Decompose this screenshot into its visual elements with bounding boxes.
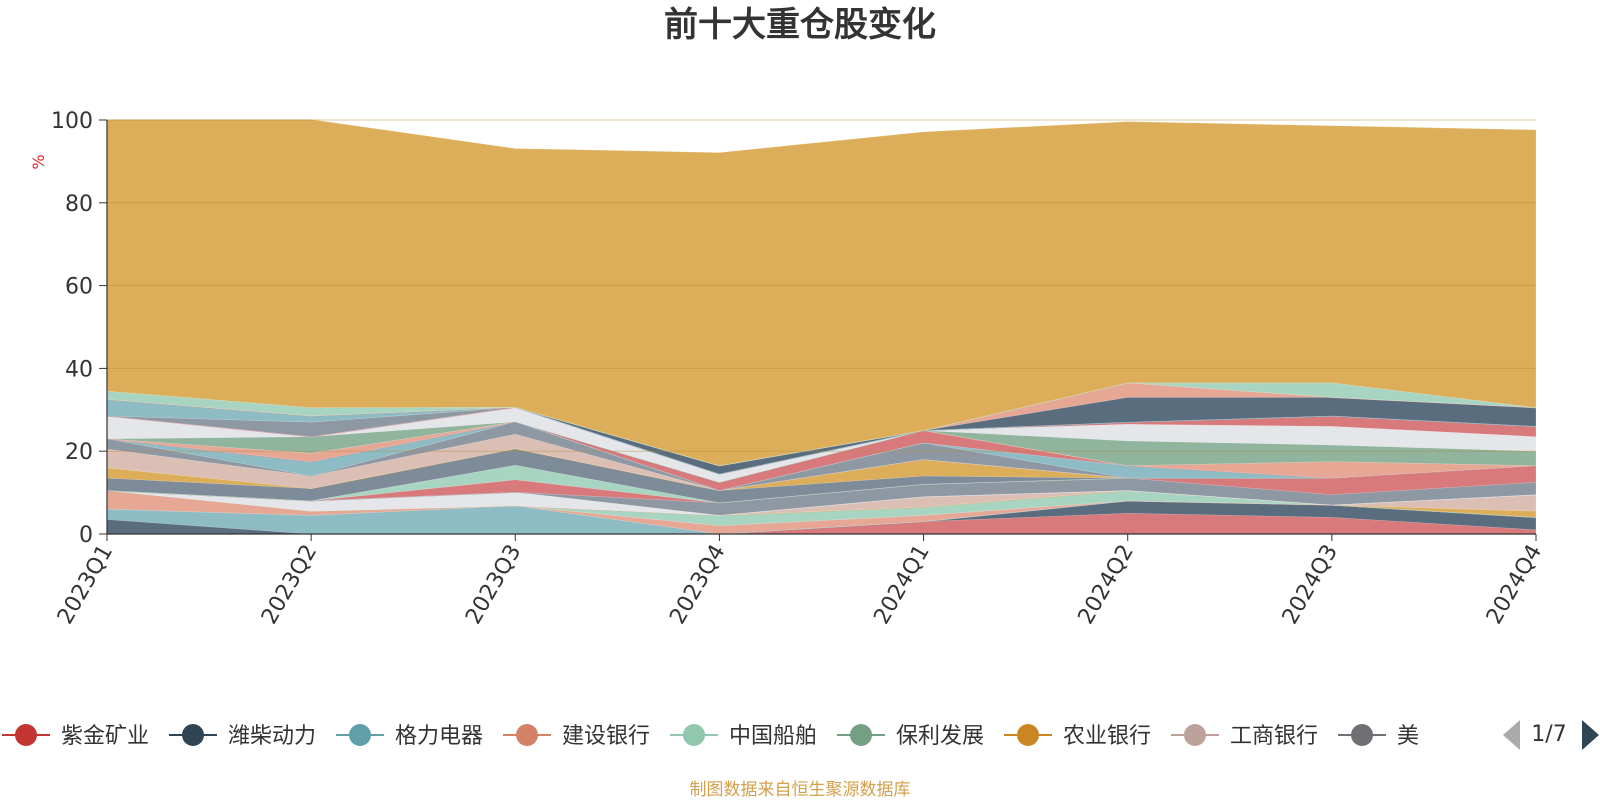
legend-marker-icon xyxy=(1017,724,1039,746)
legend-item[interactable]: 中国船舶 xyxy=(670,724,817,749)
legend-item-label: 格力电器 xyxy=(395,724,483,749)
legend-marker-icon xyxy=(15,724,37,746)
legend-prev-page-icon[interactable] xyxy=(1503,720,1520,750)
y-axis-unit-label: % xyxy=(29,154,48,169)
data-source-note: 制图数据来自恒生聚源数据库 xyxy=(690,780,911,800)
legend-marker-icon xyxy=(516,724,538,746)
legend-marker-icon xyxy=(683,724,705,746)
x-tick-label: 2023Q4 xyxy=(665,541,730,629)
legend-item-label: 工商银行 xyxy=(1230,724,1318,749)
legend-item[interactable]: 紫金矿业 xyxy=(2,724,149,749)
legend-items: 紫金矿业 潍柴动力 格力电器 建设银行 中国船舶 保利发展 农业银行 工商银行 美 xyxy=(2,724,1419,749)
x-tick-label: 2023Q3 xyxy=(461,541,526,629)
legend-item[interactable]: 工商银行 xyxy=(1171,724,1318,749)
legend-item-label: 保利发展 xyxy=(896,724,984,749)
x-tick-label: 2024Q4 xyxy=(1482,541,1547,629)
legend-marker-icon xyxy=(1184,724,1206,746)
y-tick-label: 0 xyxy=(79,523,93,548)
areas-layer xyxy=(106,119,1537,535)
legend-marker-icon xyxy=(349,724,371,746)
legend-item-label: 紫金矿业 xyxy=(61,724,149,749)
y-tick-label: 20 xyxy=(65,440,93,465)
x-tick-label: 2024Q2 xyxy=(1074,541,1139,629)
legend-item[interactable]: 格力电器 xyxy=(336,724,483,749)
legend-item-label: 农业银行 xyxy=(1063,724,1151,749)
legend-marker-icon xyxy=(182,724,204,746)
x-tick-label: 2023Q1 xyxy=(53,541,118,629)
x-tick-label: 2024Q1 xyxy=(869,541,934,629)
legend-item[interactable]: 建设银行 xyxy=(503,724,650,749)
legend-pager: 1/7 xyxy=(1503,720,1599,750)
legend-item-label: 建设银行 xyxy=(562,724,650,749)
y-tick-label: 40 xyxy=(65,357,93,382)
legend-page-indicator: 1/7 xyxy=(1531,722,1566,747)
legend-item-label: 潍柴动力 xyxy=(228,724,316,749)
chart-title: 前十大重仓股变化 xyxy=(664,5,936,45)
x-tick-label: 2024Q3 xyxy=(1278,541,1343,629)
y-tick-label: 100 xyxy=(51,109,93,134)
x-tick-label: 2023Q2 xyxy=(257,541,322,629)
y-tick-label: 60 xyxy=(65,275,93,300)
legend-item-label: 中国船舶 xyxy=(729,724,817,749)
legend-item[interactable]: 农业银行 xyxy=(1004,724,1151,749)
legend-item-label: 美 xyxy=(1397,724,1419,749)
y-tick-label: 80 xyxy=(65,192,93,217)
legend-item[interactable]: 潍柴动力 xyxy=(169,724,316,749)
legend-marker-icon xyxy=(850,724,872,746)
legend-item[interactable]: 保利发展 xyxy=(837,724,984,749)
legend-marker-icon xyxy=(1351,724,1373,746)
area-series-line-27 xyxy=(107,119,1537,154)
legend-next-page-icon[interactable] xyxy=(1582,720,1599,750)
legend: 紫金矿业 潍柴动力 格力电器 建设银行 中国船舶 保利发展 农业银行 工商银行 美 xyxy=(2,724,1419,749)
legend-item[interactable]: 美 xyxy=(1338,724,1419,749)
grid-layer xyxy=(107,119,1536,452)
